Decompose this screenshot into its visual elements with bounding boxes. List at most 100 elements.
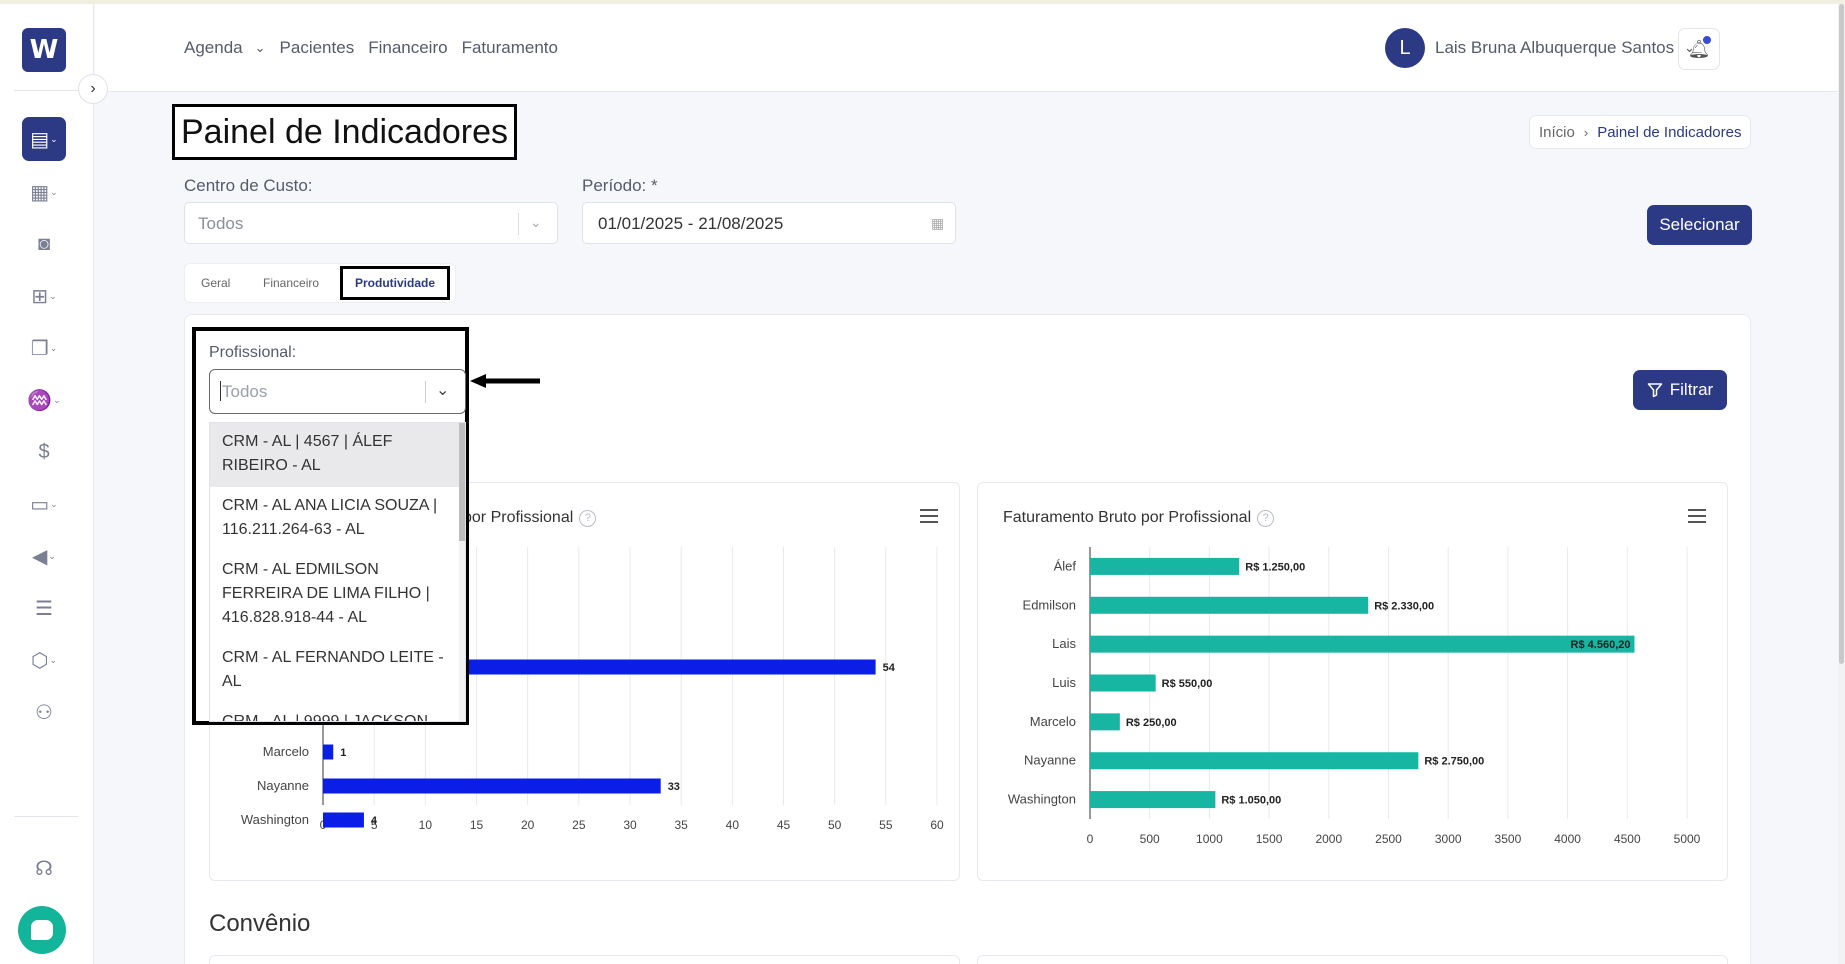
sidebar-item-patients[interactable]: ◙ bbox=[22, 222, 66, 266]
breadcrumb-current: Painel de Indicadores bbox=[1597, 123, 1742, 141]
avatar: L bbox=[1385, 28, 1425, 68]
top-header: Agenda ⌄ Pacientes Financeiro Faturament… bbox=[95, 4, 1845, 92]
sidebar-item-support[interactable]: ☊ bbox=[22, 846, 66, 890]
sidebar-item-agreements[interactable]: ♒ ⌄ bbox=[22, 378, 66, 422]
y-category-label: Marcelo bbox=[1030, 714, 1076, 729]
bar-value-label: 33 bbox=[668, 781, 680, 793]
x-tick-label: 3000 bbox=[1435, 832, 1462, 846]
user-menu[interactable]: L Lais Bruna Albuquerque Santos ⌄ bbox=[1385, 28, 1695, 68]
x-tick-label: 4500 bbox=[1614, 832, 1641, 846]
sidebar-item-finance[interactable]: $ bbox=[22, 430, 66, 474]
chevron-down-icon[interactable]: ⌄ bbox=[254, 40, 266, 55]
x-tick-label: 0 bbox=[1087, 832, 1094, 846]
nav-agenda[interactable]: Agenda bbox=[184, 38, 243, 57]
sidebar-item-documents[interactable]: ❐ ⌄ bbox=[22, 326, 66, 370]
cost-center-select[interactable]: Todos ⌄ bbox=[184, 202, 558, 244]
x-tick-label: 40 bbox=[726, 818, 740, 832]
bar bbox=[1090, 635, 1635, 653]
app-logo[interactable]: W bbox=[22, 28, 66, 72]
calendar-icon: ▦ bbox=[30, 181, 50, 204]
y-category-label: Nayanne bbox=[1024, 753, 1076, 768]
bar bbox=[1090, 596, 1369, 614]
breadcrumb-home[interactable]: Início bbox=[1539, 123, 1575, 141]
bar bbox=[1090, 557, 1240, 575]
sidebar-item-list[interactable]: ☰ bbox=[22, 586, 66, 630]
bar bbox=[1090, 752, 1419, 770]
sidebar-item-clinic[interactable]: ⊞ ⌄ bbox=[22, 274, 66, 318]
professional-option[interactable]: CRM - AL ANA LICIA SOUZA | 116.211.264-6… bbox=[222, 497, 438, 538]
x-tick-label: 15 bbox=[470, 818, 484, 832]
help-icon[interactable]: ? bbox=[1257, 510, 1275, 527]
select-divider bbox=[425, 381, 426, 403]
professional-select[interactable]: Todos ⌄ bbox=[209, 369, 466, 414]
chevron-down-icon: ⌄ bbox=[530, 214, 542, 230]
sidebar-item-monitor[interactable]: ▭ ⌄ bbox=[22, 482, 66, 526]
page-title: Painel de Indicadores bbox=[172, 104, 518, 160]
list-icon: ☰ bbox=[35, 597, 53, 620]
sidebar-item-reports[interactable]: ▤ ⌄ bbox=[22, 117, 66, 161]
x-tick-label: 5 bbox=[371, 818, 378, 832]
text-cursor bbox=[220, 381, 221, 401]
x-tick-label: 2000 bbox=[1315, 832, 1342, 846]
dropdown-scrollbar[interactable] bbox=[459, 423, 465, 721]
help-icon[interactable]: ? bbox=[579, 510, 597, 527]
sidebar-item-users[interactable]: ⚇ bbox=[22, 690, 66, 734]
tab-produtividade[interactable]: Produtividade bbox=[340, 266, 451, 300]
dropdown-scrollbar-thumb[interactable] bbox=[459, 423, 465, 541]
chart-title: por Profissional? bbox=[463, 509, 597, 527]
professional-option[interactable]: CRM - AL | 9999 | JACKSON bbox=[222, 713, 429, 722]
chevron-right-icon: › bbox=[1583, 124, 1589, 140]
sidebar-expand-button[interactable]: › bbox=[78, 74, 108, 104]
x-tick-label: 55 bbox=[879, 818, 893, 832]
x-tick-label: 1500 bbox=[1256, 832, 1283, 846]
chat-button[interactable] bbox=[18, 906, 66, 954]
bar bbox=[323, 812, 364, 828]
sidebar-item-agenda[interactable]: ▦ ⌄ bbox=[22, 170, 66, 214]
bar-value-label: R$ 1.050,00 bbox=[1221, 795, 1281, 807]
bar-value-label: R$ 550,00 bbox=[1162, 678, 1213, 690]
professional-option[interactable]: CRM - AL FERNANDO LEITE - AL bbox=[222, 649, 444, 690]
sidebar-item-stock[interactable]: ⬡ ⌄ bbox=[22, 638, 66, 682]
period-value: 01/01/2025 - 21/08/2025 bbox=[598, 214, 784, 233]
professional-option[interactable]: CRM - AL EDMILSON FERREIRA DE LIMA FILHO… bbox=[222, 561, 430, 626]
y-category-label: Álef bbox=[1054, 558, 1077, 573]
x-tick-label: 35 bbox=[674, 818, 688, 832]
chart-menu-icon[interactable] bbox=[920, 509, 938, 523]
sidebar-divider bbox=[14, 816, 78, 817]
y-category-label: Edmilson bbox=[1023, 597, 1076, 612]
chevron-down-icon: ⌄ bbox=[49, 342, 58, 353]
tab-financeiro[interactable]: Financeiro bbox=[263, 276, 320, 290]
select-button[interactable]: Selecionar bbox=[1647, 205, 1752, 245]
chat-icon bbox=[31, 920, 53, 940]
professional-options-menu[interactable]: CRM - AL | 4567 | ÁLEF RIBEIRO - AL CRM … bbox=[209, 422, 466, 722]
bar bbox=[1090, 713, 1120, 731]
y-category-label: Marcelo bbox=[263, 744, 309, 759]
headset-icon: ☊ bbox=[35, 857, 53, 880]
bar bbox=[1090, 791, 1216, 809]
chevron-down-icon[interactable]: ⌄ bbox=[436, 382, 450, 399]
card-stub bbox=[209, 955, 960, 964]
cost-center-label: Centro de Custo: bbox=[184, 176, 313, 195]
chevron-down-icon: ⌄ bbox=[1684, 40, 1696, 55]
top-navigation: Agenda ⌄ Pacientes Financeiro Faturament… bbox=[184, 38, 558, 58]
nav-financeiro[interactable]: Financeiro bbox=[368, 38, 448, 57]
y-category-label: Washington bbox=[1008, 792, 1076, 807]
chevron-down-icon: ⌄ bbox=[50, 498, 58, 509]
chart-menu-icon[interactable] bbox=[1688, 509, 1706, 523]
filter-button[interactable]: Filtrar bbox=[1633, 370, 1727, 410]
y-category-label: Washington bbox=[241, 812, 309, 827]
dollar-icon: $ bbox=[38, 440, 50, 463]
professional-option[interactable]: CRM - AL | 4567 | ÁLEF RIBEIRO - AL bbox=[210, 423, 461, 487]
nav-faturamento[interactable]: Faturamento bbox=[461, 38, 558, 57]
period-date-range-input[interactable]: 01/01/2025 - 21/08/2025 ▦ bbox=[582, 202, 956, 244]
annotation-arrow bbox=[470, 374, 540, 388]
scrollbar-thumb[interactable] bbox=[1839, 4, 1844, 664]
notifications-button[interactable]: 🔔︎ bbox=[1678, 28, 1720, 70]
documents-icon: ❐ bbox=[30, 337, 49, 360]
nav-pacientes[interactable]: Pacientes bbox=[279, 38, 355, 57]
bar-value-label: R$ 2.330,00 bbox=[1374, 600, 1434, 612]
sidebar-item-marketing[interactable]: ◀ ⌄ bbox=[22, 534, 66, 578]
tab-geral[interactable]: Geral bbox=[201, 276, 231, 290]
chevron-right-icon: › bbox=[90, 80, 96, 97]
page-scrollbar[interactable] bbox=[1838, 4, 1845, 964]
